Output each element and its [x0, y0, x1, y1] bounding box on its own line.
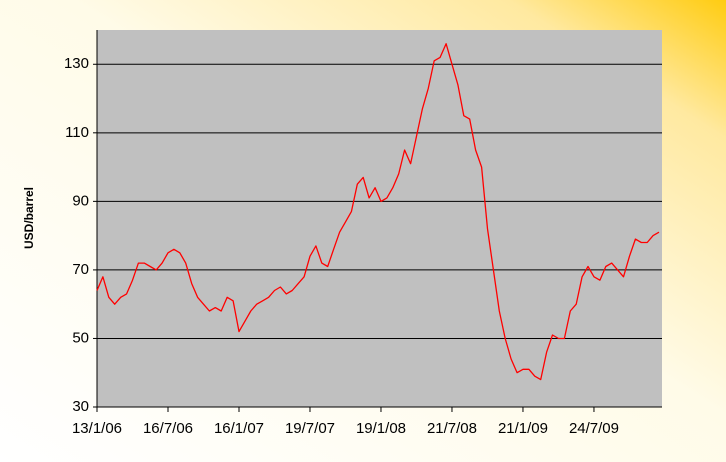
plot-area — [97, 30, 662, 407]
y-tick-label: 70 — [72, 261, 89, 278]
x-tick-label: 16/7/06 — [143, 420, 193, 437]
y-tick-label: 30 — [72, 398, 89, 415]
x-tick-label: 21/1/09 — [498, 420, 548, 437]
x-tick-label: 19/1/08 — [356, 420, 406, 437]
y-tick-label: 110 — [65, 124, 89, 141]
y-tick-label: 130 — [64, 55, 89, 72]
x-tick-label: 13/1/06 — [72, 420, 122, 437]
y-tick-label: 90 — [72, 192, 89, 209]
x-tick-label: 16/1/07 — [214, 420, 264, 437]
y-axis-label: USD/barrel — [22, 187, 36, 249]
price-line — [96, 43, 660, 381]
x-tick-label: 21/7/08 — [427, 420, 477, 437]
x-tick-label: 19/7/07 — [285, 420, 335, 437]
x-tick-label: 24/7/09 — [569, 420, 619, 437]
y-tick-label: 50 — [72, 329, 89, 346]
